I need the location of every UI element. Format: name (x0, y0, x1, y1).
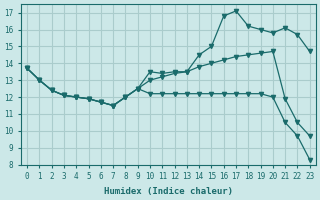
X-axis label: Humidex (Indice chaleur): Humidex (Indice chaleur) (104, 187, 233, 196)
